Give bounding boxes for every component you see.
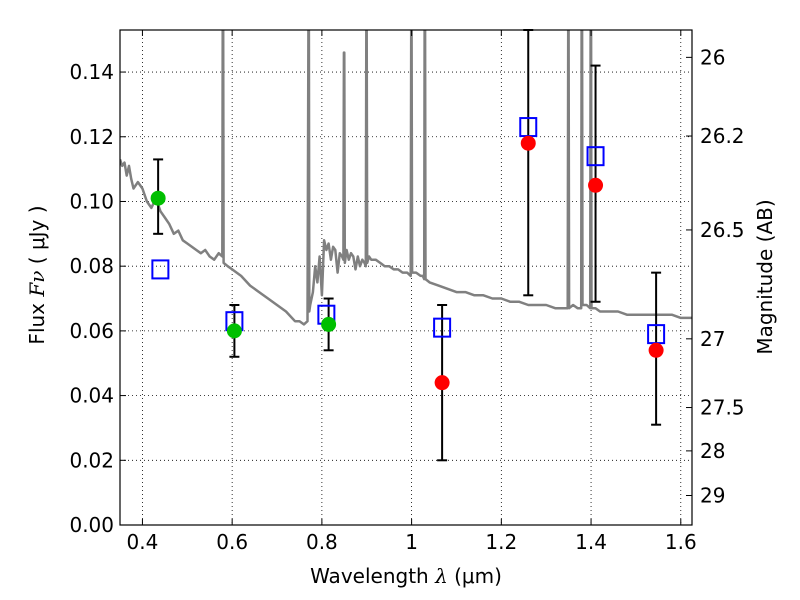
- x-tick-label: 0.4: [127, 530, 159, 554]
- y-axis-label: Flux Fν ( μJy ): [25, 205, 49, 344]
- y2-tick-label: 26.2: [700, 124, 745, 148]
- x-tick-label: 1.4: [575, 530, 607, 554]
- y2-tick-label: 26.5: [700, 218, 745, 242]
- x-tick-label: 1: [405, 530, 418, 554]
- y2-tick-label: 27: [700, 327, 725, 351]
- x-axis-label: Wavelength λ (μm): [310, 564, 502, 588]
- y-tick-label: 0.04: [69, 384, 114, 408]
- model-square: [151, 259, 170, 280]
- plot-frame: [119, 29, 693, 526]
- model-photometry-squares: [151, 117, 666, 345]
- axis-ticks: 0.4 0.6 0.8 1 1.2 1.4 1.6 0.00 0.02 0.04 0.06 0.08 0…: [69, 30, 745, 554]
- observed-point-green: [150, 190, 166, 206]
- y-tick-label: 0.14: [69, 60, 114, 84]
- observed-point-red: [588, 177, 604, 193]
- y-tick-label: 0.06: [69, 319, 114, 343]
- y-tick-label: 0.12: [69, 125, 114, 149]
- y2-tick-label: 26: [700, 45, 725, 69]
- x-tick-label: 0.6: [216, 530, 248, 554]
- spectrum-line: [120, 30, 692, 326]
- observed-point-green: [321, 316, 337, 332]
- model-square: [433, 317, 452, 338]
- y-tick-label: 0.10: [69, 189, 114, 213]
- x-tick-label: 0.8: [306, 530, 338, 554]
- x-tick-label: 1.6: [665, 530, 697, 554]
- observed-point-red: [648, 342, 664, 358]
- observed-point-red: [434, 375, 450, 391]
- observed-point-green: [226, 323, 242, 339]
- y2-axis-label: Magnitude (AB): [753, 199, 777, 354]
- model-spectrum: [120, 30, 692, 326]
- grid: [120, 30, 692, 526]
- y-tick-label: 0.00: [69, 513, 114, 537]
- y2-tick-label: 28: [700, 439, 725, 463]
- y2-tick-label: 27.5: [700, 396, 745, 420]
- observed-point-red: [520, 135, 536, 151]
- observed-flux-points: [150, 135, 664, 391]
- y2-tick-label: 29: [700, 483, 725, 507]
- x-tick-label: 1.2: [485, 530, 517, 554]
- y-tick-label: 0.02: [69, 448, 114, 472]
- model-square: [586, 146, 605, 167]
- y-tick-label: 0.08: [69, 254, 114, 278]
